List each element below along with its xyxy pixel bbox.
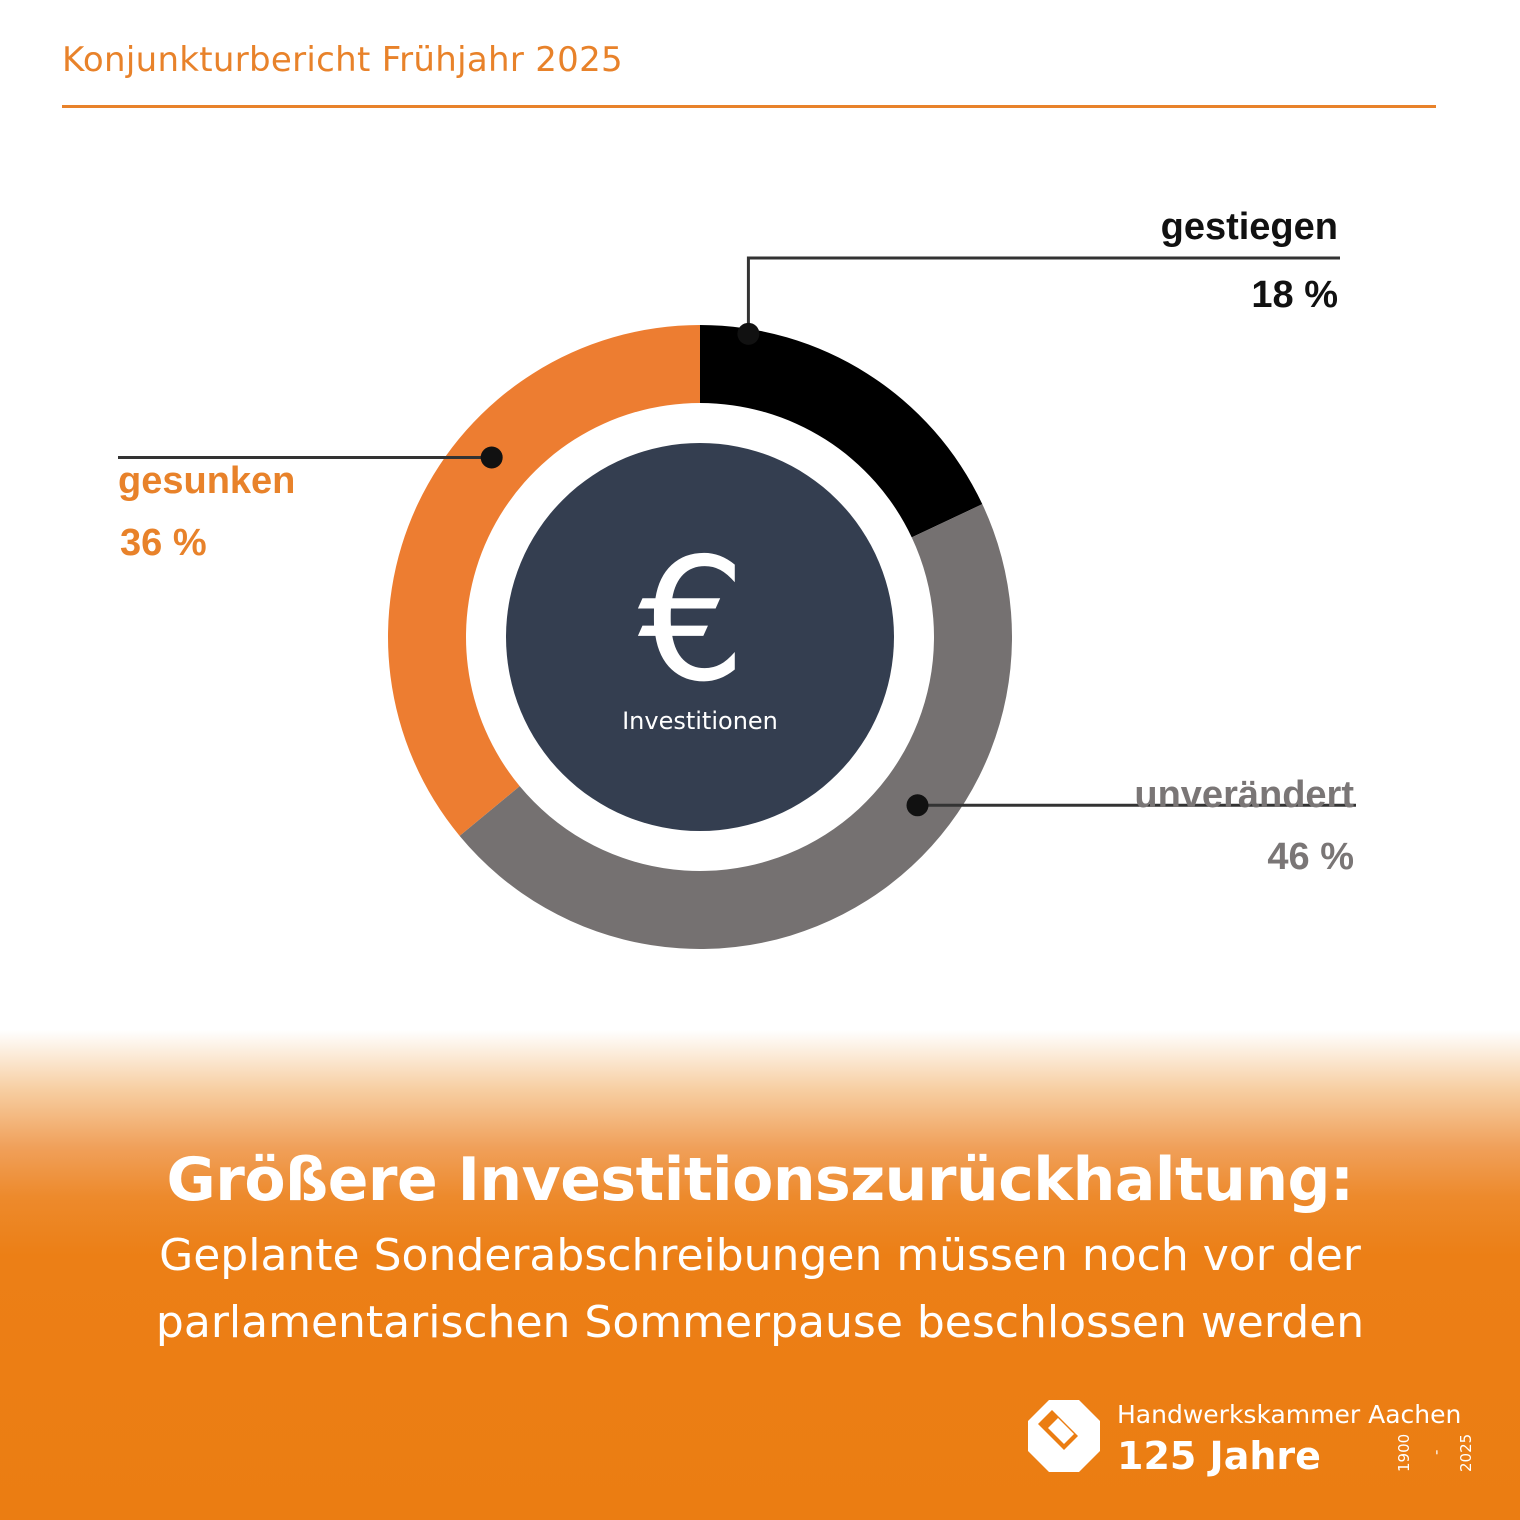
euro-icon: € (638, 522, 746, 720)
legend-label-gestiegen: gestiegen (1160, 206, 1338, 248)
legend-label-gesunken: gesunken (118, 460, 296, 502)
header-divider (62, 105, 1436, 108)
data-label-unveraendert: 46 % (1267, 836, 1354, 878)
headline: Größere Investitionszurückhaltung: (166, 1145, 1354, 1215)
year-end: 2025 (1457, 1433, 1475, 1472)
donut-slice-unverandert (459, 504, 1013, 950)
footer-banner (0, 1030, 1520, 1520)
data-label-gesunken: 36 % (120, 522, 207, 564)
year-dash: - (1427, 1449, 1445, 1455)
leader-dot-gestiegen (737, 322, 760, 345)
donut-slice-gestiegen (700, 325, 983, 538)
legend-label-unveraendert: unverändert (1134, 774, 1354, 816)
investment-donut-chart: € Investitionen (118, 256, 1356, 950)
handwerkskammer-logo-icon (1028, 1400, 1100, 1472)
leader-dot-gesunken (480, 446, 503, 469)
donut-slice-gesunken (387, 325, 700, 836)
subheadline-line-1: Geplante Sonderabschreibungen müssen noc… (159, 1230, 1361, 1281)
brand-anniversary: 125 Jahre (1117, 1434, 1321, 1478)
leader-line-gestiegen (746, 256, 1340, 334)
leader-dot-unveraendert (906, 794, 929, 817)
year-start: 1900 (1395, 1433, 1413, 1472)
subheadline-line-2: parlamentarischen Sommerpause beschlosse… (155, 1297, 1365, 1348)
center-label: Investitionen (622, 707, 778, 735)
data-label-gestiegen: 18 % (1251, 274, 1338, 316)
center-disc (506, 443, 894, 831)
brand-name: Handwerkskammer Aachen (1117, 1400, 1462, 1429)
report-title: Konjunkturbericht Frühjahr 2025 (62, 40, 623, 80)
